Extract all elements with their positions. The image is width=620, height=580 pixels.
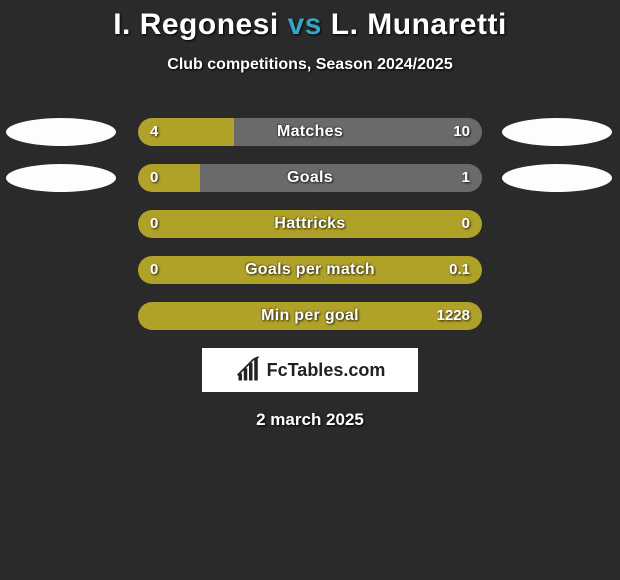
stat-bar: Goals0 1 (138, 164, 482, 192)
player2-name: L. Munaretti (331, 8, 507, 41)
stat-bar: Min per goal1228 (138, 302, 482, 330)
stat-label: Matches (138, 118, 482, 146)
stat-row: Hattricks0 0 (0, 210, 620, 238)
logo-text: FcTables.com (267, 360, 386, 381)
stat-label: Min per goal (138, 302, 482, 330)
stat-row: Min per goal1228 (0, 302, 620, 330)
stat-value-right: 1 (462, 164, 470, 192)
player1-name: I. Regonesi (113, 8, 279, 41)
stat-label: Goals per match (138, 256, 482, 284)
player-ellipse-left (6, 118, 116, 146)
stat-value-right: 10 (453, 118, 470, 146)
vs-text: vs (288, 8, 322, 41)
stat-value-left: 0 (150, 164, 158, 192)
stat-bar: Matches4 10 (138, 118, 482, 146)
stat-bar: Hattricks0 0 (138, 210, 482, 238)
stat-value-right: 1228 (437, 302, 470, 330)
page-title: I. Regonesi vs L. Munaretti (0, 0, 620, 42)
player-ellipse-right (502, 164, 612, 192)
date-text: 2 march 2025 (0, 410, 620, 430)
stat-bar: Goals per match0 0.1 (138, 256, 482, 284)
stat-label: Hattricks (138, 210, 482, 238)
comparison-infographic: I. Regonesi vs L. Munaretti Club competi… (0, 0, 620, 430)
stat-row: Goals per match0 0.1 (0, 256, 620, 284)
player-ellipse-right (502, 118, 612, 146)
stat-value-left: 4 (150, 118, 158, 146)
stat-value-left: 0 (150, 210, 158, 238)
player-ellipse-left (6, 164, 116, 192)
stat-rows: Matches410Goals01Hattricks00Goals per ma… (0, 118, 620, 330)
stat-label: Goals (138, 164, 482, 192)
bar-chart-icon (235, 356, 263, 384)
stat-value-left: 0 (150, 256, 158, 284)
subtitle: Club competitions, Season 2024/2025 (0, 56, 620, 74)
logo: FcTables.com (235, 356, 386, 384)
logo-box: FcTables.com (202, 348, 418, 392)
stat-value-right: 0.1 (449, 256, 470, 284)
stat-row: Matches4 10 (0, 118, 620, 146)
stat-value-right: 0 (462, 210, 470, 238)
stat-row: Goals0 1 (0, 164, 620, 192)
